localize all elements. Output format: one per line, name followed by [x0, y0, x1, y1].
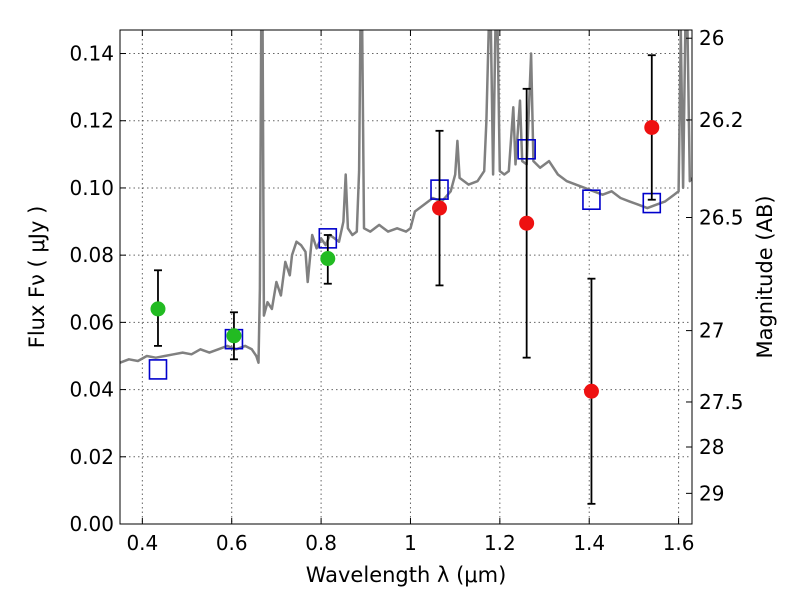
y-tick-label: 0.10	[69, 176, 114, 200]
x-tick-label: 0.8	[305, 531, 337, 555]
y2-tick-label: 27.5	[699, 390, 744, 414]
axis-ticks: 0.4 0.6 0.8 1 1.2 1.4 1.6 0.00 0.02 0.04 0.06 0.08 0…	[69, 26, 743, 555]
y2-tick-label: 26	[699, 26, 724, 50]
y-axis-label: Flux Fν ( μJy )	[25, 206, 49, 349]
model-spectrum-line	[120, 30, 692, 364]
model-photometry-square	[582, 189, 601, 211]
y-tick-label: 0.00	[69, 512, 114, 536]
x-tick-label: 1.2	[484, 531, 516, 555]
observed-flux-point	[644, 119, 660, 135]
observed-flux-point	[226, 328, 242, 344]
y-tick-label: 0.12	[69, 109, 114, 133]
y2-axis-label: Magnitude (AB)	[753, 195, 777, 358]
y2-tick-label: 28	[699, 435, 724, 459]
grid-lines	[120, 30, 692, 525]
y2-tick-label: 26.2	[699, 108, 744, 132]
y-tick-label: 0.08	[69, 243, 114, 267]
y2-tick-label: 26.5	[699, 205, 744, 229]
y2-tick-label: 27	[699, 319, 724, 343]
plot-frame	[119, 29, 693, 525]
y-tick-label: 0.04	[69, 378, 114, 402]
y-tick-label: 0.06	[69, 310, 114, 334]
x-tick-label: 0.4	[126, 531, 158, 555]
x-tick-label: 1.6	[663, 531, 695, 555]
observed-flux-point	[432, 200, 448, 216]
x-axis-label: Wavelength λ (μm)	[306, 563, 507, 587]
observed-flux-point	[519, 215, 535, 231]
y-tick-label: 0.14	[69, 42, 114, 66]
x-tick-label: 1	[404, 531, 417, 555]
x-tick-label: 0.6	[216, 531, 248, 555]
model-photometry-square	[148, 359, 168, 380]
observed-flux-point	[320, 251, 336, 267]
observed-flux-point	[150, 301, 166, 317]
y-tick-label: 0.02	[69, 445, 114, 469]
x-tick-label: 1.4	[573, 531, 605, 555]
plot-area	[120, 30, 692, 505]
observed-flux-point	[583, 383, 599, 399]
y2-tick-label: 29	[699, 481, 724, 505]
data-layer	[120, 30, 692, 505]
